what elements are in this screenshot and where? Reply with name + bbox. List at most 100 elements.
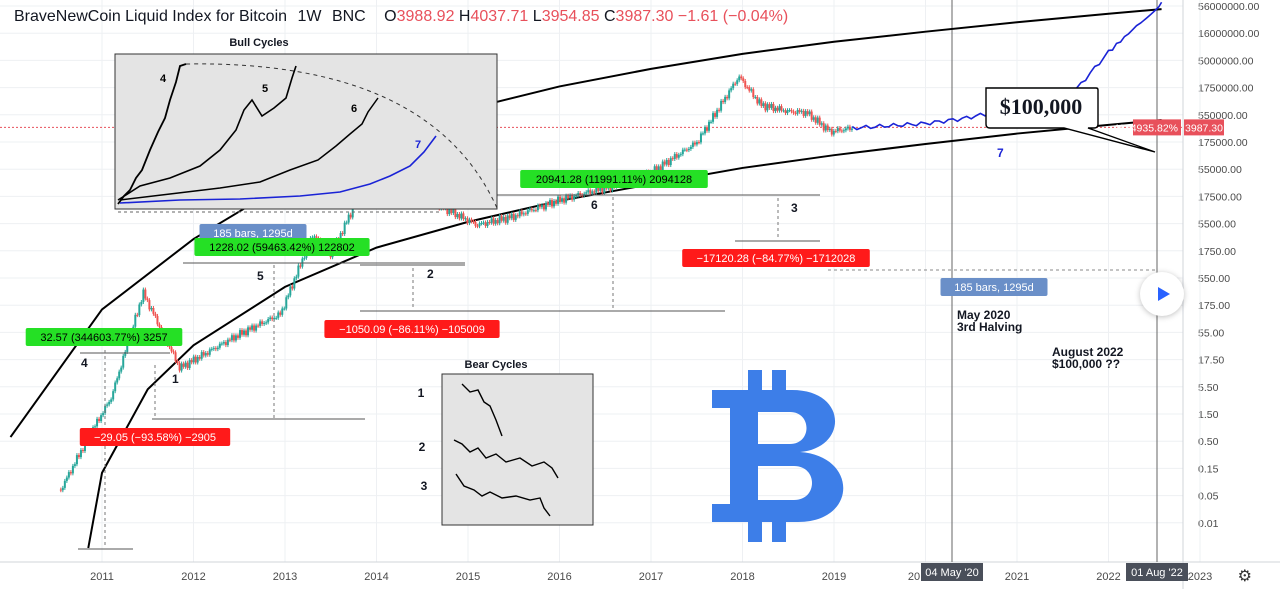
candle-body xyxy=(814,117,817,123)
candle-body xyxy=(548,200,551,206)
candle-body xyxy=(569,195,572,199)
candle-body xyxy=(810,111,813,120)
candle-body xyxy=(249,327,252,330)
bear-inset-title: Bear Cycles xyxy=(465,359,528,371)
candle-body xyxy=(718,109,721,111)
candle-body xyxy=(746,87,749,89)
y-tick-label: 550.00 xyxy=(1198,273,1230,285)
loss-badge-cycle-1-bg xyxy=(79,428,231,446)
cycle-number-label: 4 xyxy=(81,356,88,370)
candle-body xyxy=(788,110,791,112)
interval[interactable]: 1W xyxy=(297,8,322,25)
bear-inset-label: 3 xyxy=(421,479,428,493)
candle-body xyxy=(114,382,117,392)
candle-body xyxy=(468,219,471,224)
candle-body xyxy=(454,209,457,218)
candle-body xyxy=(476,225,479,227)
loss-badge-cycle-1: −29.05 (−93.58%) −2905 xyxy=(94,432,216,444)
candle-body xyxy=(565,195,568,203)
candle-body xyxy=(508,215,511,219)
candle-body xyxy=(486,221,489,226)
august-line-2: $100,000 ?? xyxy=(1052,357,1120,371)
bitcoin-logo-bar xyxy=(772,370,786,394)
candle-body xyxy=(557,196,560,204)
candle-body xyxy=(691,142,694,147)
cycle-number-label: 5 xyxy=(257,269,264,283)
candle-body xyxy=(448,208,451,215)
bars-badge-1-bg xyxy=(199,224,307,242)
candle-body xyxy=(287,295,290,298)
candle-body xyxy=(536,205,539,211)
gain-badge-cycle-4: 32.57 (344603.77%) 3257 xyxy=(40,332,167,344)
candle-body xyxy=(220,343,223,345)
y-tick-label: 55.00 xyxy=(1198,327,1224,339)
bars-badge-1: 185 bars, 1295d xyxy=(213,228,293,240)
x-tick-label: 2012 xyxy=(181,571,205,583)
candle-body xyxy=(708,121,711,131)
candle-body xyxy=(522,213,525,215)
candle-body xyxy=(760,99,763,106)
candle-body xyxy=(110,399,113,402)
candle-body xyxy=(593,191,596,193)
candle-body xyxy=(112,391,115,400)
candle-body xyxy=(687,148,690,151)
candle-body xyxy=(228,339,231,341)
candle-body xyxy=(188,360,191,368)
y-tick-label: 0.15 xyxy=(1198,463,1219,475)
y-tick-label: 16000000.00 xyxy=(1198,28,1259,40)
candle-body xyxy=(663,161,666,165)
candle-body xyxy=(339,233,342,241)
play-button[interactable] xyxy=(1140,272,1184,316)
high-label: H xyxy=(458,8,471,25)
bitcoin-logo-bar xyxy=(772,518,786,542)
candle-body xyxy=(96,418,99,427)
halving-line-1: May 2020 xyxy=(957,308,1011,322)
candle-body xyxy=(136,314,139,316)
candle-body xyxy=(245,330,248,336)
candle-body xyxy=(802,110,805,116)
candle-body xyxy=(774,107,777,112)
candle-body xyxy=(830,128,833,135)
candle-body xyxy=(705,127,708,131)
y-tick-label: 0.01 xyxy=(1198,518,1219,530)
candle-body xyxy=(63,480,66,488)
candle-body xyxy=(65,477,68,481)
candle-body xyxy=(202,352,205,356)
bull-curve-5 xyxy=(117,65,297,201)
bull-inset-title: Bull Cycles xyxy=(229,37,288,49)
candle-body xyxy=(712,113,715,122)
candle-body xyxy=(311,237,314,239)
candle-body xyxy=(232,335,235,341)
candle-body xyxy=(73,464,76,466)
candle-body xyxy=(269,317,272,320)
candle-body xyxy=(218,343,221,348)
change-value: −1.61 (−0.04%) xyxy=(677,8,789,25)
candle-body xyxy=(271,317,274,320)
candle-body xyxy=(456,213,459,218)
candle-body xyxy=(591,191,594,194)
candle-body xyxy=(343,222,346,235)
candle-body xyxy=(780,106,783,111)
chart-header: BraveNewCoin Liquid Index for Bitcoin 1W… xyxy=(14,8,788,26)
candle-body xyxy=(289,286,292,296)
candle-body xyxy=(224,342,227,346)
gear-icon[interactable]: ⚙ xyxy=(1237,568,1252,585)
bull-inset-label: 5 xyxy=(262,83,268,95)
candle-body xyxy=(695,142,698,145)
candle-body xyxy=(742,78,745,81)
symbol-name[interactable]: BraveNewCoin Liquid Index for Bitcoin xyxy=(14,8,288,25)
candle-body xyxy=(603,185,606,193)
candle-body xyxy=(842,130,845,132)
candle-body xyxy=(770,103,773,108)
candle-body xyxy=(589,190,592,194)
candle-body xyxy=(510,213,513,219)
candle-body xyxy=(730,88,733,91)
candle-body xyxy=(516,215,519,217)
candle-body xyxy=(297,265,300,277)
candle-body xyxy=(538,205,541,208)
candle-body xyxy=(281,308,284,315)
candle-body xyxy=(291,286,294,289)
bull-inset-label: 7 xyxy=(415,139,421,151)
x-tick-label: 2023 xyxy=(1188,571,1212,583)
candle-body xyxy=(458,213,461,219)
